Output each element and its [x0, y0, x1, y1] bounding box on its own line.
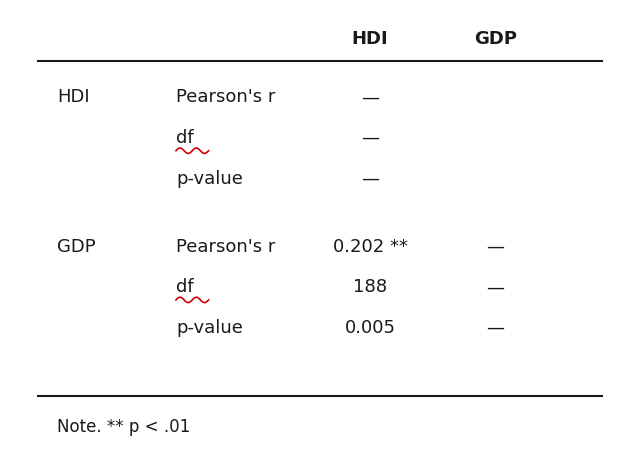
Text: HDI: HDI — [352, 30, 388, 48]
Text: df: df — [176, 129, 194, 147]
Text: —: — — [486, 238, 504, 255]
Text: p-value: p-value — [176, 319, 243, 337]
Text: p-value: p-value — [176, 170, 243, 188]
Text: —: — — [361, 129, 379, 147]
Text: Note. ** p < .01: Note. ** p < .01 — [57, 418, 190, 436]
Text: 188: 188 — [353, 278, 387, 296]
Text: Pearson's r: Pearson's r — [176, 89, 275, 106]
Text: Pearson's r: Pearson's r — [176, 238, 275, 255]
Text: —: — — [361, 170, 379, 188]
Text: —: — — [486, 278, 504, 296]
Text: GDP: GDP — [474, 30, 517, 48]
Text: 0.005: 0.005 — [344, 319, 396, 337]
Text: —: — — [486, 319, 504, 337]
Text: —: — — [361, 89, 379, 106]
Text: df: df — [176, 278, 194, 296]
Text: 0.202 **: 0.202 ** — [333, 238, 408, 255]
Text: GDP: GDP — [57, 238, 95, 255]
Text: HDI: HDI — [57, 89, 90, 106]
